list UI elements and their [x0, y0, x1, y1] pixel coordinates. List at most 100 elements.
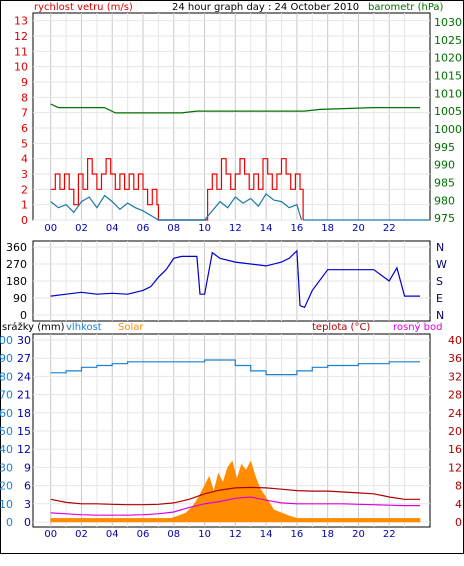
humidity-tick-80: 80 — [0, 370, 13, 383]
humidity-tick-100: 100 — [0, 334, 13, 347]
baro-tick-1015: 1015 — [434, 69, 462, 82]
hour-tick-04: 04 — [106, 223, 119, 234]
precip-tick-30: 30 — [17, 334, 31, 347]
humidity-tick-10: 10 — [0, 498, 13, 511]
temp-tick-20: 20 — [448, 425, 462, 438]
deg-tick-0: 0 — [20, 309, 27, 322]
series-line-2 — [50, 193, 303, 221]
temp-tick-24: 24 — [448, 407, 462, 420]
wind-tick-3: 3 — [21, 168, 28, 181]
humidity-tick-60: 60 — [0, 407, 13, 420]
hour-tick-00: 00 — [44, 223, 57, 234]
hour-tick-16: 16 — [291, 529, 304, 540]
baro-tick-1010: 1010 — [434, 87, 462, 100]
hour-tick-22: 22 — [383, 223, 396, 234]
series-line-0 — [50, 103, 420, 114]
wind-tick-6: 6 — [21, 122, 28, 135]
wind-axis-label: rychlost vetru (m/s) — [34, 2, 133, 13]
direction-degree-ticks: 0 90 180 270 360 — [6, 241, 27, 322]
temp-tick-28: 28 — [448, 389, 462, 402]
humidity-line — [50, 359, 420, 376]
hour-tick-18: 18 — [321, 529, 334, 540]
wind-tick-0: 0 — [21, 214, 28, 227]
baro-tick-1005: 1005 — [434, 105, 462, 118]
wind-tick-1: 1 — [21, 199, 28, 212]
hour-tick-02: 02 — [75, 529, 88, 540]
dewpoint-line — [50, 496, 420, 516]
direction-series — [50, 249, 420, 309]
humidity-tick-70: 70 — [0, 389, 13, 402]
baro-tick-985: 985 — [434, 177, 455, 190]
precip-tick-18: 18 — [17, 407, 31, 420]
barometer-axis-label: barometr (hPa) — [368, 2, 444, 13]
wind-tick-2: 2 — [21, 183, 28, 196]
wind-tick-5: 5 — [21, 137, 28, 150]
hour-tick-20: 20 — [352, 529, 365, 540]
hour-tick-06: 06 — [137, 223, 150, 234]
compass-tick-2: S — [436, 275, 443, 288]
baro-tick-1030: 1030 — [434, 16, 462, 29]
temp-tick-0: 0 — [455, 516, 462, 529]
compass-tick-4: N — [436, 309, 444, 322]
deg-tick-90: 90 — [13, 292, 27, 305]
humidity-tick-30: 30 — [0, 461, 13, 474]
hour-tick-02: 02 — [75, 223, 88, 234]
hour-tick-08: 08 — [167, 223, 180, 234]
precip-tick-15: 15 — [17, 425, 31, 438]
solar-area — [50, 460, 421, 523]
precip-tick-3: 3 — [24, 498, 31, 511]
temperature-ticks: 0 4 8 12 16 20 24 28 32 36 40 — [448, 334, 462, 529]
wind-tick-11: 11 — [14, 45, 28, 58]
hour-tick-08: 08 — [167, 529, 180, 540]
hour-tick-20: 20 — [352, 223, 365, 234]
wind-tick-4: 4 — [21, 153, 28, 166]
wind-tick-7: 7 — [21, 107, 28, 120]
temp-tick-4: 4 — [455, 498, 462, 511]
temp-tick-16: 16 — [448, 443, 462, 456]
precip-tick-12: 12 — [17, 443, 31, 456]
solar-label: Solar — [118, 322, 144, 333]
wind-panel-frame — [32, 12, 431, 221]
precip-tick-27: 27 — [17, 352, 31, 365]
deg-tick-180: 180 — [6, 275, 27, 288]
hour-tick-22: 22 — [383, 529, 396, 540]
hour-tick-18: 18 — [321, 223, 334, 234]
precip-axis-label: srážky (mm) — [2, 321, 65, 333]
temperature-line — [50, 486, 420, 506]
humidity-ticks: 0 10 20 30 40 50 60 70 80 90 100 — [0, 334, 13, 529]
compass-tick-1: W — [436, 258, 447, 271]
barometer-ticks: 975 980 985 990 995 1000 1005 1010 1015 1020 1025 1… — [434, 16, 462, 225]
hour-tick-14: 14 — [260, 223, 273, 234]
humidity-axis-label: vlhkost — [66, 322, 102, 333]
wind-barometer-series — [50, 103, 430, 221]
precip-tick-21: 21 — [17, 389, 31, 402]
baro-tick-1020: 1020 — [434, 52, 462, 65]
baro-tick-1025: 1025 — [434, 34, 462, 47]
hour-tick-12: 12 — [229, 223, 242, 234]
hour-tick-14: 14 — [260, 529, 273, 540]
wind-tick-8: 8 — [21, 91, 28, 104]
humidity-tick-0: 0 — [6, 516, 13, 529]
wind-tick-13: 13 — [14, 15, 28, 28]
chart-title: 24 hour graph day : 24 October 2010 — [172, 2, 359, 13]
wind-tick-12: 12 — [14, 30, 28, 43]
temp-humidity-series — [50, 359, 421, 523]
temp-tick-32: 32 — [448, 370, 462, 383]
baro-tick-980: 980 — [434, 194, 455, 207]
temp-tick-36: 36 — [448, 352, 462, 365]
hour-tick-06: 06 — [137, 529, 150, 540]
precip-tick-9: 9 — [24, 461, 31, 474]
temp-tick-12: 12 — [448, 461, 462, 474]
baro-tick-1000: 1000 — [434, 123, 462, 136]
humidity-tick-40: 40 — [0, 443, 13, 456]
hour-tick-10: 10 — [198, 529, 211, 540]
wind-hour-ticks: 00 02 04 06 08 10 12 14 16 18 20 22 — [44, 223, 395, 234]
wind-tick-9: 9 — [21, 76, 28, 89]
compass-tick-3: E — [436, 292, 443, 305]
temp-hour-ticks: 00 02 04 06 08 10 12 14 16 18 20 22 — [44, 529, 395, 540]
